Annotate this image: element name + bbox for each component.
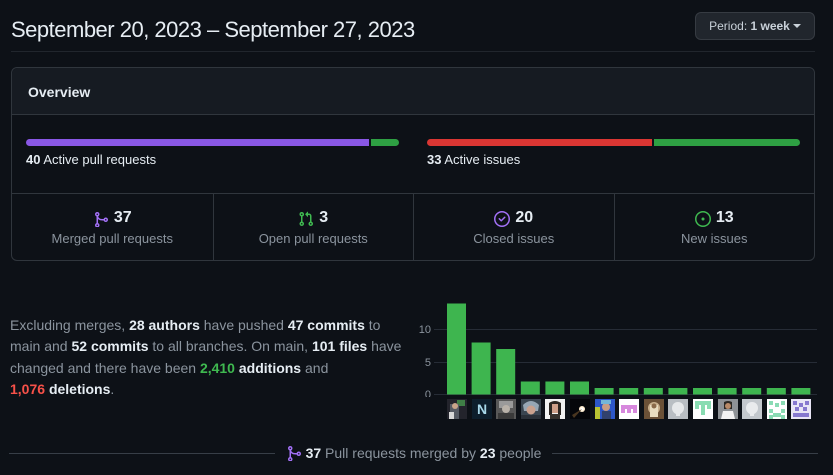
svg-text:N: N	[477, 401, 487, 417]
svg-text:5: 5	[425, 357, 431, 369]
svg-text:0: 0	[425, 389, 431, 397]
svg-text:10: 10	[419, 324, 431, 336]
